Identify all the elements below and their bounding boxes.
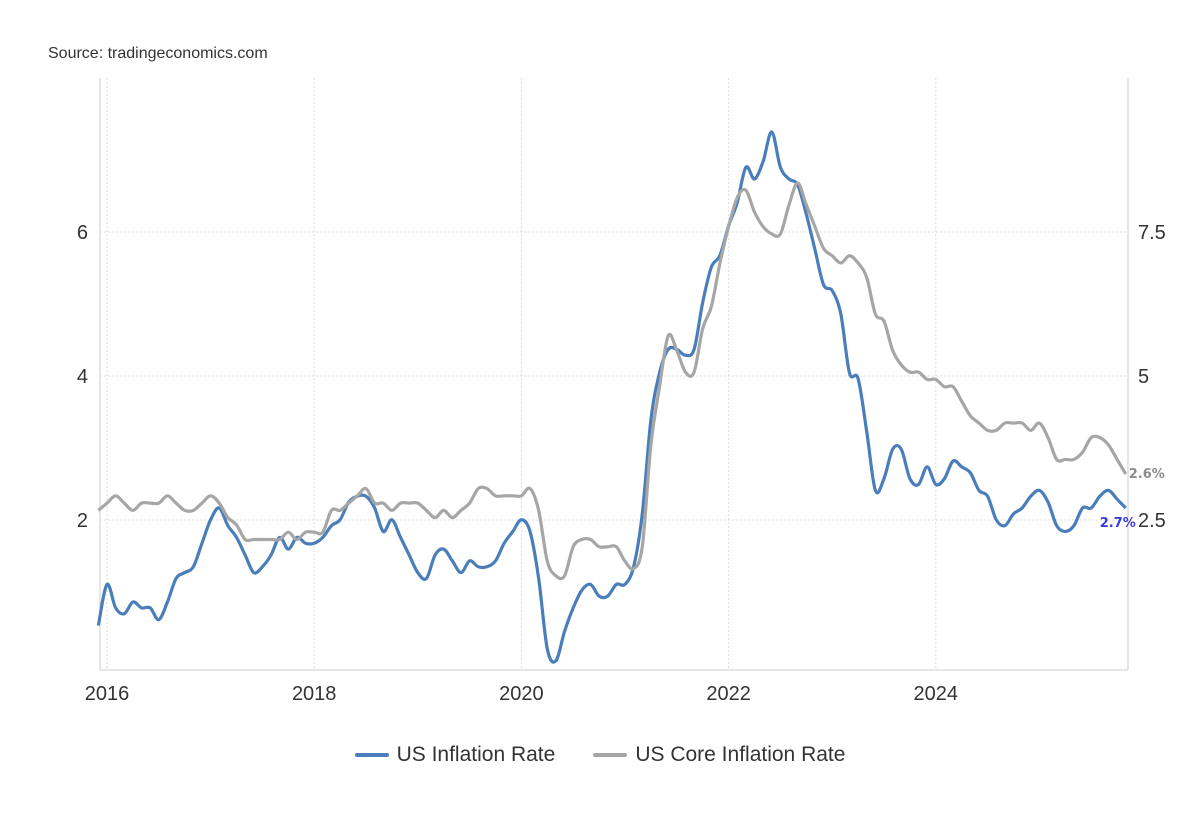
x-tick-label: 2024 bbox=[914, 683, 959, 705]
y-right-tick-label: 7.5 bbox=[1138, 222, 1166, 244]
x-tick-label: 2020 bbox=[499, 683, 544, 705]
y-right-tick-label: 5 bbox=[1138, 366, 1149, 388]
x-tick-label: 2022 bbox=[706, 683, 751, 705]
series-line-inflation bbox=[96, 130, 1127, 664]
end-value-label: 2.7% bbox=[1100, 516, 1136, 531]
legend-item-core-inflation[interactable]: US Core Inflation Rate bbox=[593, 743, 845, 767]
legend-label: US Inflation Rate bbox=[396, 743, 556, 766]
y-left-tick-label: 6 bbox=[77, 222, 88, 244]
y-left-tick-label: 2 bbox=[77, 510, 88, 532]
x-tick-label: 2018 bbox=[292, 683, 337, 705]
legend-swatch bbox=[593, 753, 628, 757]
source-label: Source: tradingeconomics.com bbox=[48, 45, 268, 62]
x-tick-label: 2016 bbox=[85, 683, 130, 705]
legend-swatch bbox=[354, 753, 389, 757]
y-left-tick-label: 4 bbox=[77, 366, 88, 388]
series-line-core-inflation bbox=[97, 181, 1128, 581]
legend: US Inflation Rate US Core Inflation Rate bbox=[0, 743, 1200, 767]
end-value-label: 2.6% bbox=[1129, 467, 1165, 482]
legend-label: US Core Inflation Rate bbox=[635, 743, 846, 766]
legend-item-inflation[interactable]: US Inflation Rate bbox=[354, 743, 556, 767]
y-right-tick-label: 2.5 bbox=[1138, 510, 1166, 532]
